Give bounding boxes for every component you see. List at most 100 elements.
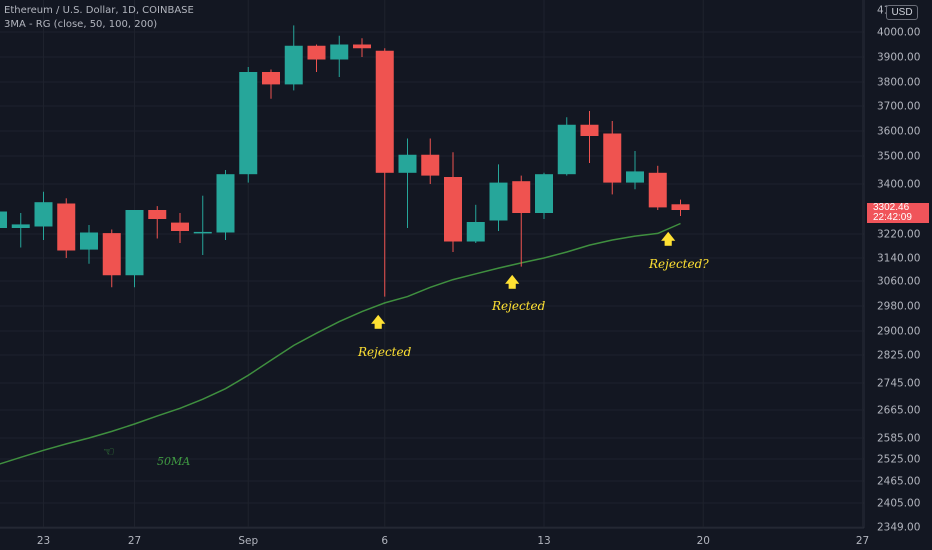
symbol-title: Ethereum / U.S. Dollar, 1D, COINBASE xyxy=(4,5,194,16)
y-tick-label: 2465.00 xyxy=(877,476,920,488)
candle-body xyxy=(262,72,280,85)
candle-body xyxy=(489,182,508,221)
candle-body xyxy=(603,133,622,183)
y-tick-label: 2980.00 xyxy=(877,301,920,313)
candle-body xyxy=(11,224,30,228)
candle xyxy=(216,170,235,240)
price-axis[interactable]: 4000.00 3900.00 3800.00 3700.00 3600.00 3500.… xyxy=(877,5,920,534)
candle xyxy=(284,25,303,91)
up-arrow-icon: 🡅 xyxy=(505,275,520,291)
y-tick-label: 3900.00 xyxy=(877,52,920,64)
x-tick-label: 6 xyxy=(381,535,388,547)
candle-body xyxy=(421,154,440,176)
candle-body xyxy=(216,174,235,233)
candle-body xyxy=(102,233,121,276)
candle xyxy=(398,138,417,228)
candle xyxy=(262,69,280,99)
candle-body xyxy=(330,44,349,60)
candle-body xyxy=(353,44,371,49)
candle-body xyxy=(80,232,98,250)
candle-body xyxy=(535,174,553,213)
y-tick-label: 2405.00 xyxy=(877,498,920,510)
time-axis[interactable]: 23 27 Sep 6 13 20 27 xyxy=(37,535,869,547)
x-tick-label: 20 xyxy=(697,535,710,547)
y-tick-label: 3060.00 xyxy=(877,276,920,288)
candle xyxy=(626,151,644,190)
candle xyxy=(421,138,440,184)
candle xyxy=(34,191,53,240)
candle xyxy=(671,199,690,216)
y-tick-label: 3500.00 xyxy=(877,151,920,163)
y-tick-label: 2585.00 xyxy=(877,433,920,445)
last-price-value: 3302.46 xyxy=(873,202,910,213)
y-tick-label: 3800.00 xyxy=(877,77,920,89)
grid-lines xyxy=(0,0,864,528)
candle-body xyxy=(398,154,417,173)
candle xyxy=(375,48,394,297)
candle-body xyxy=(148,210,167,219)
annotation-rejected-1: Rejected xyxy=(358,345,412,359)
ma50-line xyxy=(0,222,681,465)
candle-body xyxy=(466,222,485,242)
candle xyxy=(11,213,30,248)
bar-countdown: 22:42:09 xyxy=(873,212,912,223)
candle-body xyxy=(284,45,303,85)
candle-body xyxy=(557,124,576,175)
ma-layer xyxy=(0,222,681,465)
candle-body xyxy=(580,124,599,136)
candle-body xyxy=(0,211,7,228)
x-tick-label: 23 xyxy=(37,535,50,547)
candle xyxy=(353,38,371,57)
ma-label: 50MA xyxy=(157,455,191,468)
y-tick-label: 3220.00 xyxy=(877,229,920,241)
candle-body xyxy=(239,72,258,175)
y-tick-label: 2745.00 xyxy=(877,378,920,390)
candles-layer xyxy=(0,25,690,297)
candle-body xyxy=(671,204,690,210)
y-tick-label: 3600.00 xyxy=(877,126,920,138)
candle xyxy=(0,211,7,228)
candle xyxy=(466,204,485,243)
candle xyxy=(489,164,508,231)
x-tick-label: 13 xyxy=(537,535,550,547)
up-arrow-icon: 🡅 xyxy=(371,315,386,331)
candle xyxy=(444,152,462,252)
currency-button[interactable]: USD xyxy=(886,5,918,20)
candle-body xyxy=(57,203,76,251)
candle xyxy=(330,35,349,77)
candle xyxy=(171,213,189,243)
annotation-rejected-3: Rejected? xyxy=(649,257,709,271)
y-tick-label: 3700.00 xyxy=(877,101,920,113)
candle xyxy=(307,44,326,72)
indicator-legend[interactable]: 3MA - RG (close, 50, 100, 200) xyxy=(4,19,158,30)
candle-body xyxy=(512,181,531,213)
candle xyxy=(535,172,553,219)
last-price-badge: 3302.46 22:42:09 xyxy=(867,203,929,223)
candle-body xyxy=(444,177,462,242)
annotation-rejected-2: Rejected xyxy=(492,299,546,313)
candle xyxy=(603,121,622,195)
candle xyxy=(57,198,76,258)
candle xyxy=(512,175,531,267)
y-tick-label: 2349.00 xyxy=(877,522,920,534)
up-arrow-icon: 🡅 xyxy=(661,232,676,248)
y-tick-label: 2900.00 xyxy=(877,326,920,338)
candle xyxy=(102,229,121,288)
candle-body xyxy=(193,231,212,234)
candle xyxy=(557,117,576,176)
y-tick-label: 3400.00 xyxy=(877,179,920,191)
y-tick-label: 3140.00 xyxy=(877,253,920,265)
candle-body xyxy=(626,171,644,183)
candle xyxy=(148,206,167,239)
y-tick-label: 2665.00 xyxy=(877,405,920,417)
y-tick-label: 2525.00 xyxy=(877,454,920,466)
candle xyxy=(80,225,98,264)
x-tick-label: 27 xyxy=(128,535,141,547)
candle xyxy=(239,67,258,183)
candle xyxy=(648,165,667,210)
y-tick-label: 2825.00 xyxy=(877,350,920,362)
y-tick-label: 4000.00 xyxy=(877,27,920,39)
candle-body xyxy=(307,45,326,60)
